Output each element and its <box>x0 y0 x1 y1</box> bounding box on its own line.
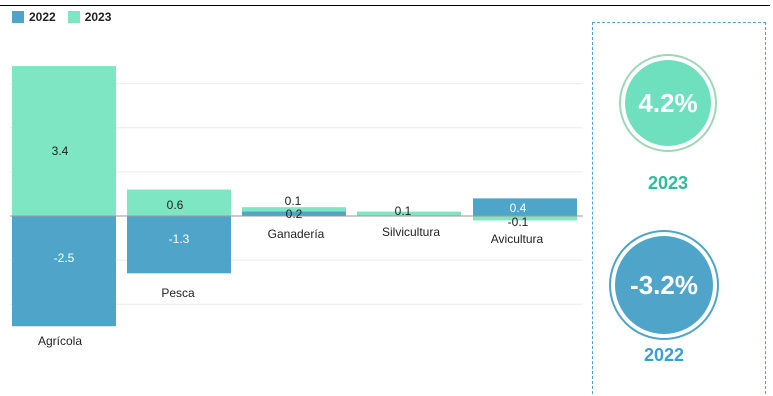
data-label-2022-4: 0.4 <box>510 201 527 215</box>
legend-label-2022: 2022 <box>29 10 56 24</box>
legend-item-2022[interactable]: 2022 <box>12 10 56 24</box>
data-label-2023-2: 0.2 <box>286 207 303 221</box>
category-label-0: Agrícola <box>38 334 82 348</box>
data-label-2023-0: 3.4 <box>52 144 69 158</box>
chart-legend: 2022 2023 <box>12 10 117 24</box>
category-label-3: Silvicultura <box>382 225 440 239</box>
bar-2023-3[interactable] <box>357 211 461 216</box>
bar-2022-1[interactable] <box>127 216 231 274</box>
bar-chart: 3.4-2.50.6-1.30.20.10.1-0.10.4AgrícolaPe… <box>10 66 583 348</box>
bar-2022-0[interactable] <box>12 216 116 327</box>
kpi-2022-value: -3.2% <box>615 236 713 334</box>
category-label-1: Pesca <box>161 286 195 300</box>
category-label-2: Ganadería <box>268 227 325 241</box>
bar-2023-0[interactable] <box>12 66 116 216</box>
bar-2022-2[interactable] <box>242 211 346 216</box>
data-label-2022-0: -2.5 <box>54 251 75 265</box>
data-label-2022-1: -1.3 <box>169 232 190 246</box>
bar-2022-4[interactable] <box>473 198 577 216</box>
data-label-2023-1: 0.6 <box>167 198 184 212</box>
kpi-2023-ring <box>619 54 717 152</box>
bar-2023-4[interactable] <box>473 216 577 221</box>
top-rule <box>0 5 770 6</box>
legend-swatch-2022 <box>12 11 24 23</box>
category-label-4: Avicultura <box>491 232 544 246</box>
kpi-panel: 4.2% 2023 -3.2% 2022 <box>592 22 766 394</box>
data-label-2022-2: 0.1 <box>285 194 302 208</box>
bar-2023-1[interactable] <box>127 189 231 216</box>
data-label-2023-3: 0.1 <box>395 204 412 218</box>
kpi-2022-ring <box>609 230 719 340</box>
legend-label-2023: 2023 <box>84 10 112 24</box>
kpi-2023-year: 2023 <box>647 173 689 193</box>
legend-item-2023[interactable]: 2023 <box>67 10 112 24</box>
kpi-2023-value: 4.2% <box>625 60 711 146</box>
kpi-2022-year: 2022 <box>643 345 685 365</box>
data-label-2023-4: -0.1 <box>508 215 529 229</box>
legend-swatch-2023 <box>67 11 80 23</box>
